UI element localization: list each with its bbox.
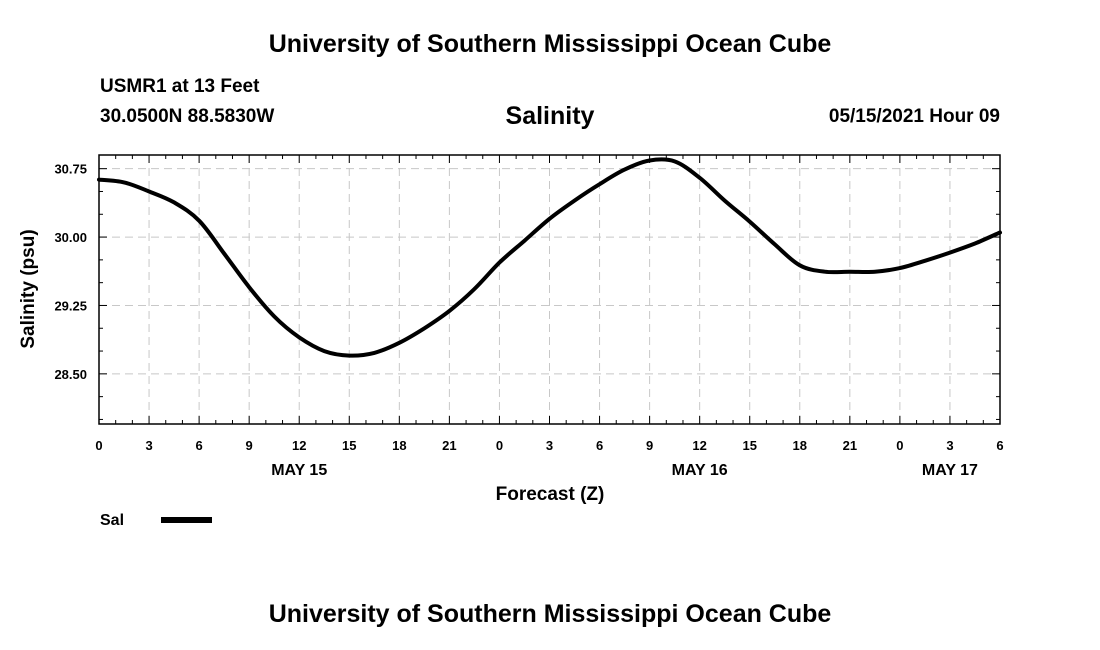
x-tick-label: 15 xyxy=(742,438,756,453)
y-tick-label: 29.25 xyxy=(54,298,87,313)
x-tick-label: 0 xyxy=(896,438,903,453)
x-tick-label: 9 xyxy=(646,438,653,453)
x-tick-label: 12 xyxy=(692,438,706,453)
footer-title: University of Southern Mississippi Ocean… xyxy=(268,600,832,628)
salinity-chart: 0 3 6 9 12 15 18 21 0 3 6 9 12 15 18 21 0 3 6 28.50 29.25 30… xyxy=(18,154,1004,529)
y-axis-title: Salinity (psu) xyxy=(18,229,39,348)
coordinates-label: 30.0500N 88.5830W xyxy=(100,106,275,127)
date-label: MAY 16 xyxy=(672,462,728,479)
x-tick-labels: 0 3 6 9 12 15 18 21 0 3 6 9 12 15 18 21 0 3 6 xyxy=(95,438,1003,453)
grid-lines xyxy=(99,155,1000,424)
datetime-label: 05/15/2021 Hour 09 xyxy=(828,106,1000,127)
x-tick-label: 21 xyxy=(442,438,456,453)
date-label: MAY 17 xyxy=(922,462,978,479)
x-tick-label: 3 xyxy=(946,438,953,453)
x-tick-label: 6 xyxy=(996,438,1003,453)
date-label: MAY 15 xyxy=(271,462,327,479)
x-tick-label: 0 xyxy=(496,438,503,453)
y-tick-label: 30.75 xyxy=(54,162,87,177)
axis-ticks xyxy=(98,155,1001,424)
salinity-series-line xyxy=(97,157,1002,358)
station-label: USMR1 at 13 Feet xyxy=(100,76,260,97)
y-tick-labels: 28.50 29.25 30.00 30.75 xyxy=(54,162,87,382)
y-tick-label: 30.00 xyxy=(54,230,87,245)
y-tick-label: 28.50 xyxy=(54,367,87,382)
x-tick-label: 6 xyxy=(195,438,202,453)
legend-label: Sal xyxy=(100,512,124,529)
x-tick-label: 18 xyxy=(793,438,807,453)
x-tick-label: 18 xyxy=(392,438,406,453)
page-title: University of Southern Mississippi Ocean… xyxy=(268,30,832,58)
x-tick-label: 21 xyxy=(843,438,857,453)
chart-title: Salinity xyxy=(505,102,595,130)
date-labels: MAY 15 MAY 16 MAY 17 xyxy=(271,462,978,479)
x-axis-title: Forecast (Z) xyxy=(496,484,605,505)
x-tick-label: 12 xyxy=(292,438,306,453)
x-tick-label: 9 xyxy=(246,438,253,453)
x-tick-label: 0 xyxy=(95,438,102,453)
x-tick-label: 6 xyxy=(596,438,603,453)
x-tick-label: 3 xyxy=(546,438,553,453)
x-tick-label: 15 xyxy=(342,438,356,453)
x-tick-label: 3 xyxy=(145,438,152,453)
